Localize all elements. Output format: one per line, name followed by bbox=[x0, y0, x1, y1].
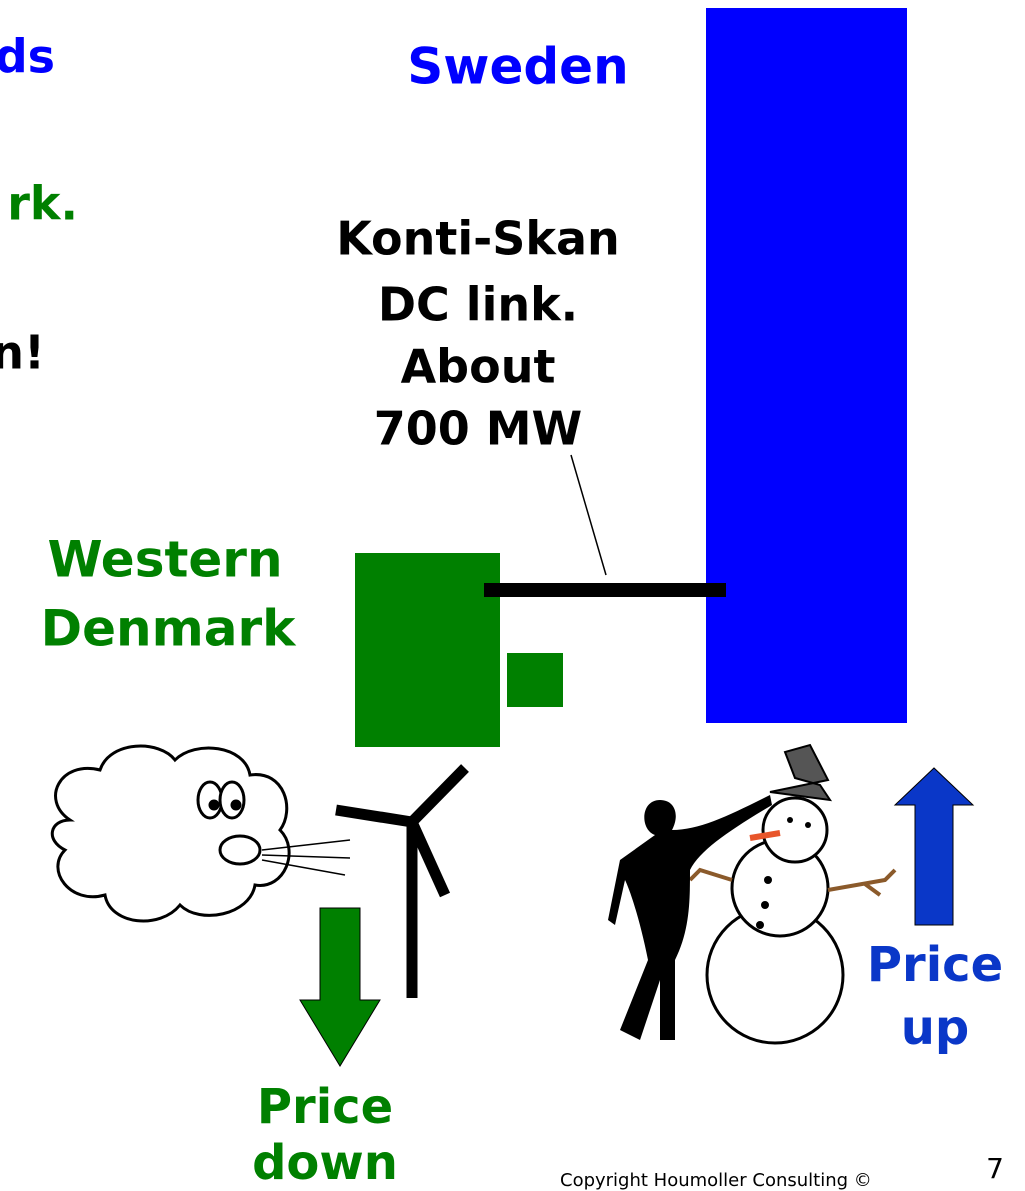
link-label: 700 MW bbox=[374, 402, 583, 456]
wind-cloud bbox=[52, 746, 350, 921]
fragment-text: n! bbox=[0, 326, 45, 380]
slide: ds rk. n! Sweden Konti-Skan DC link. Abo… bbox=[0, 0, 1025, 1191]
link-label: Konti-Skan bbox=[336, 212, 620, 266]
price-down-label: down bbox=[252, 1135, 398, 1191]
denmark-label: Western bbox=[47, 531, 282, 589]
sweden-block bbox=[706, 8, 907, 723]
fragment-text: rk. bbox=[7, 177, 78, 231]
snowman bbox=[690, 745, 895, 1043]
fragment-text: ds bbox=[0, 30, 55, 84]
page-number: 7 bbox=[986, 1152, 1004, 1185]
denmark-label: Denmark bbox=[41, 600, 298, 658]
up-arrow bbox=[895, 768, 973, 925]
denmark-block bbox=[355, 553, 500, 747]
price-up-label: Price bbox=[867, 937, 1003, 993]
price-down-label: Price bbox=[257, 1079, 393, 1135]
denmark-small-block bbox=[507, 653, 563, 707]
leader-line bbox=[571, 455, 606, 575]
copyright: Copyright Houmoller Consulting © bbox=[560, 1170, 872, 1191]
down-arrow bbox=[300, 908, 380, 1066]
link-label: DC link. bbox=[378, 278, 578, 332]
price-up-label: up bbox=[901, 1000, 970, 1056]
sweden-label: Sweden bbox=[407, 38, 628, 96]
link-label: About bbox=[401, 340, 556, 394]
